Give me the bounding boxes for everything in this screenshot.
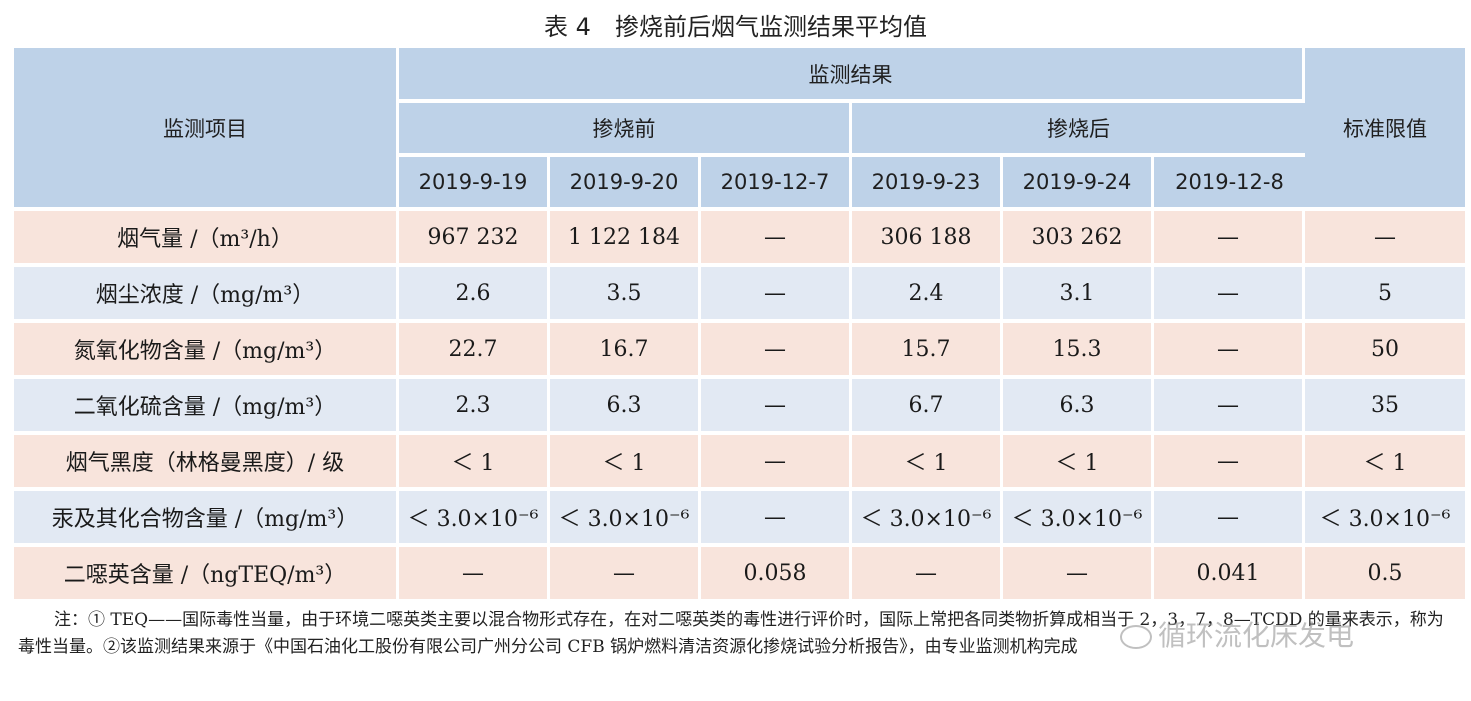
cell: — [399,547,550,603]
cell: 0.041 [1154,547,1305,603]
row-item: 二噁英含量 /（ngTEQ/m³） [14,547,399,603]
results-table: 监测项目 监测结果 标准限值 掺烧前 掺烧后 2019-9-19 2019-9-… [14,48,1465,603]
limit-cell: 35 [1305,379,1465,435]
cell: 16.7 [550,323,701,379]
header-date: 2019-9-23 [852,157,1003,211]
cell: ＜ 3.0×10⁻⁶ [550,491,701,547]
cell: ＜ 1 [399,435,550,491]
cell: — [550,547,701,603]
cell: 2.4 [852,267,1003,323]
table-title: 表 4 掺烧前后烟气监测结果平均值 [544,13,927,41]
header-date: 2019-9-24 [1003,157,1154,211]
header-results: 监测结果 [399,48,1305,103]
row-item: 氮氧化物含量 /（mg/m³） [14,323,399,379]
cell: 967 232 [399,211,550,267]
cell: 306 188 [852,211,1003,267]
cell: — [1154,491,1305,547]
wechat-icon [1120,625,1152,649]
row-item: 烟气黑度（林格曼黑度）/ 级 [14,435,399,491]
cell: 6.7 [852,379,1003,435]
cell: 15.7 [852,323,1003,379]
header-date: 2019-12-8 [1154,157,1305,211]
cell: 3.5 [550,267,701,323]
watermark: 循环流化床发电 [1120,614,1354,654]
cell: ＜ 3.0×10⁻⁶ [1003,491,1154,547]
table-row: 二噁英含量 /（ngTEQ/m³） — — 0.058 — — 0.041 0.… [14,547,1465,603]
cell: 303 262 [1003,211,1154,267]
cell: — [701,435,852,491]
cell: ＜ 1 [550,435,701,491]
limit-cell: ＜ 3.0×10⁻⁶ [1305,491,1465,547]
limit-cell: 50 [1305,323,1465,379]
row-item: 烟气量 /（m³/h） [14,211,399,267]
cell: — [1154,323,1305,379]
cell: 2.6 [399,267,550,323]
cell: — [701,323,852,379]
cell: — [701,379,852,435]
cell: 0.058 [701,547,852,603]
header-limit: 标准限值 [1305,48,1465,211]
cell: — [701,491,852,547]
table-row: 汞及其化合物含量 /（mg/m³） ＜ 3.0×10⁻⁶ ＜ 3.0×10⁻⁶ … [14,491,1465,547]
cell: — [701,211,852,267]
row-item: 汞及其化合物含量 /（mg/m³） [14,491,399,547]
cell: 6.3 [550,379,701,435]
cell: — [1154,267,1305,323]
cell: — [1154,379,1305,435]
header-date: 2019-12-7 [701,157,852,211]
limit-cell: ＜ 1 [1305,435,1465,491]
cell: 15.3 [1003,323,1154,379]
table-row: 氮氧化物含量 /（mg/m³） 22.7 16.7 — 15.7 15.3 — … [14,323,1465,379]
cell: — [852,547,1003,603]
cell: ＜ 3.0×10⁻⁶ [852,491,1003,547]
table-row: 烟尘浓度 /（mg/m³） 2.6 3.5 — 2.4 3.1 — 5 [14,267,1465,323]
cell: — [1003,547,1154,603]
cell: 22.7 [399,323,550,379]
cell: — [1154,435,1305,491]
row-item: 烟尘浓度 /（mg/m³） [14,267,399,323]
header-date: 2019-9-19 [399,157,550,211]
limit-cell: — [1305,211,1465,267]
header-after: 掺烧后 [852,103,1305,157]
cell: ＜ 1 [852,435,1003,491]
header-date: 2019-9-20 [550,157,701,211]
limit-cell: 5 [1305,267,1465,323]
cell: 6.3 [1003,379,1154,435]
table-row: 烟气黑度（林格曼黑度）/ 级 ＜ 1 ＜ 1 — ＜ 1 ＜ 1 — ＜ 1 [14,435,1465,491]
cell: ＜ 3.0×10⁻⁶ [399,491,550,547]
cell: 2.3 [399,379,550,435]
header-before: 掺烧前 [399,103,852,157]
table-note: 注：① TEQ——国际毒性当量，由于环境二噁英类主要以混合物形式存在，在对二噁英… [18,610,1444,657]
limit-cell: 0.5 [1305,547,1465,603]
cell: 1 122 184 [550,211,701,267]
cell: — [701,267,852,323]
header-item: 监测项目 [14,48,399,211]
watermark-text: 循环流化床发电 [1158,619,1355,652]
cell: ＜ 1 [1003,435,1154,491]
cell: — [1154,211,1305,267]
table-row: 烟气量 /（m³/h） 967 232 1 122 184 — 306 188 … [14,211,1465,267]
cell: 3.1 [1003,267,1154,323]
table-row: 二氧化硫含量 /（mg/m³） 2.3 6.3 — 6.7 6.3 — 35 [14,379,1465,435]
row-item: 二氧化硫含量 /（mg/m³） [14,379,399,435]
